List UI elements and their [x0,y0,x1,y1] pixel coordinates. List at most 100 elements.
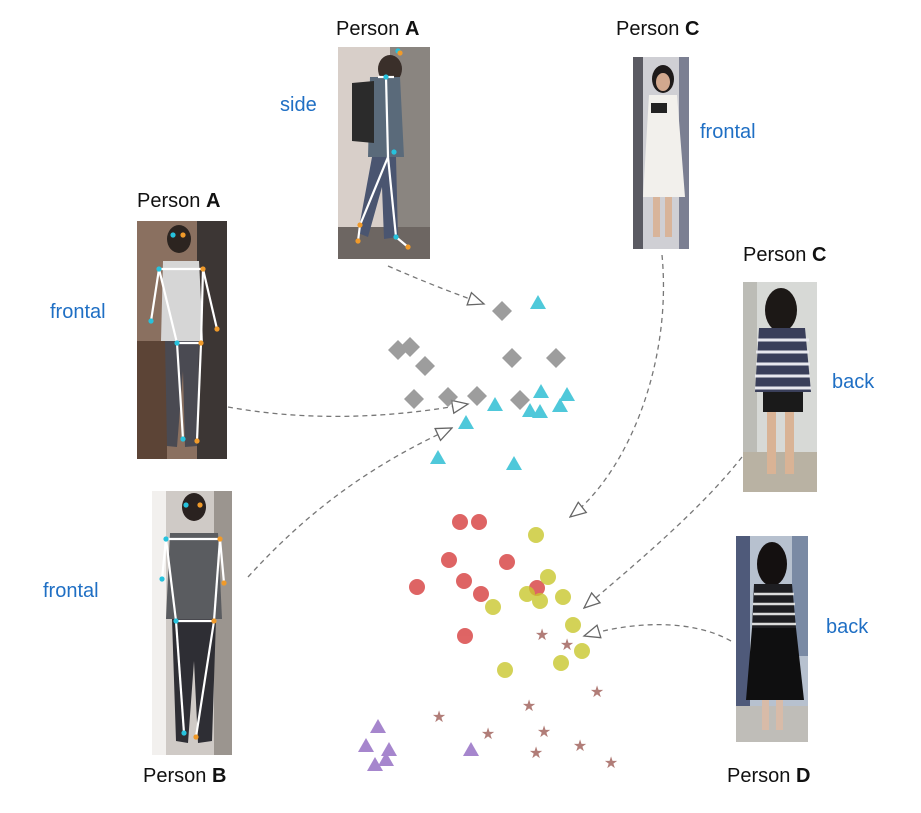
diamond-marker [502,348,522,368]
triangle-marker [487,397,503,411]
circle-marker [497,662,513,678]
circle-marker [441,552,457,568]
circle-marker [499,554,515,570]
triangle-marker [506,456,522,470]
triangle-marker [463,742,479,756]
person-photo [338,47,430,259]
person-label: Person C [743,244,826,267]
person-photo [743,282,817,492]
star-marker: ★ [481,724,495,743]
diamond-marker [438,387,458,407]
person-name: Person [336,18,400,40]
connector-arrows [227,254,743,642]
triangle-marker [430,450,446,464]
circle-marker [565,617,581,633]
circle-marker [532,593,548,609]
person-label: Person B [143,765,226,788]
star-marker: ★ [432,707,446,726]
person-photo [137,221,227,459]
star-marker: ★ [535,625,549,644]
person-name: Person [616,18,680,40]
cluster-cyan-triangles [430,295,575,470]
triangle-marker [358,738,374,752]
cluster-yellow-circles [485,527,590,678]
view-label: side [280,94,317,116]
person-letter: D [795,765,811,787]
person-letter: C [684,18,700,40]
diamond-marker [546,348,566,368]
diamond-marker [467,386,487,406]
star-marker: ★ [573,736,587,755]
person-image [743,282,817,492]
person-letter: C [811,244,827,266]
arrow-frontal-a [227,404,468,418]
star-marker: ★ [537,722,551,741]
circle-marker [457,628,473,644]
cluster-red-circles [409,514,545,644]
diamond-marker [400,337,420,357]
triangle-marker [530,295,546,309]
person-image [633,57,689,249]
arrow-back-d [584,624,732,642]
person-name: Person [743,244,807,266]
diamond-marker [404,389,424,409]
triangle-marker [378,752,394,766]
cluster-brown-stars: ★ ★ ★ ★ ★ ★ ★ ★ ★ ★ [432,625,618,772]
circle-marker [540,569,556,585]
cluster-gray-diamonds [388,301,566,410]
triangle-marker [367,757,383,771]
triangle-marker [381,742,397,756]
person-image [736,536,808,742]
circle-marker [519,586,535,602]
person-label: Person D [727,765,810,788]
cluster-purple-triangles [358,719,479,771]
diamond-marker [415,356,435,376]
pose-skeleton-image [338,47,430,259]
person-letter: B [211,765,227,787]
triangle-marker [532,404,548,418]
triangle-marker [458,415,474,429]
triangle-marker [522,403,538,417]
arrow-frontal-b [247,428,452,578]
triangle-marker [559,387,575,401]
circle-marker [555,589,571,605]
circle-marker [471,514,487,530]
person-letter: A [404,18,420,40]
view-label: frontal [700,121,756,143]
circle-marker [409,579,425,595]
person-letter: A [205,190,221,212]
pose-skeleton-image [137,221,227,459]
star-marker: ★ [522,696,536,715]
person-name: Person [143,765,207,787]
person-name: Person [137,190,201,212]
circle-marker [553,655,569,671]
circle-marker [528,527,544,543]
arrow-back-c [584,456,743,608]
diamond-marker [492,301,512,321]
view-label: back [832,371,875,393]
person-name: Person [727,765,791,787]
circle-marker [574,643,590,659]
circle-marker [473,586,489,602]
arrow-frontal-c [570,254,665,517]
triangle-marker [533,384,549,398]
circle-marker [456,573,472,589]
view-label: frontal [43,580,99,602]
star-marker: ★ [560,635,574,654]
person-label: Person A [137,190,220,213]
circle-marker [485,599,501,615]
star-marker: ★ [590,682,604,701]
person-photo [736,536,808,742]
triangle-marker [370,719,386,733]
arrow-side-a [387,265,484,304]
triangle-marker [552,398,568,412]
circle-marker [452,514,468,530]
view-label: frontal [50,301,106,323]
star-marker: ★ [529,743,543,762]
pose-skeleton-image [152,491,232,755]
person-label: Person A [336,18,419,41]
person-label: Person C [616,18,699,41]
person-photo [633,57,689,249]
diamond-marker [510,390,530,410]
